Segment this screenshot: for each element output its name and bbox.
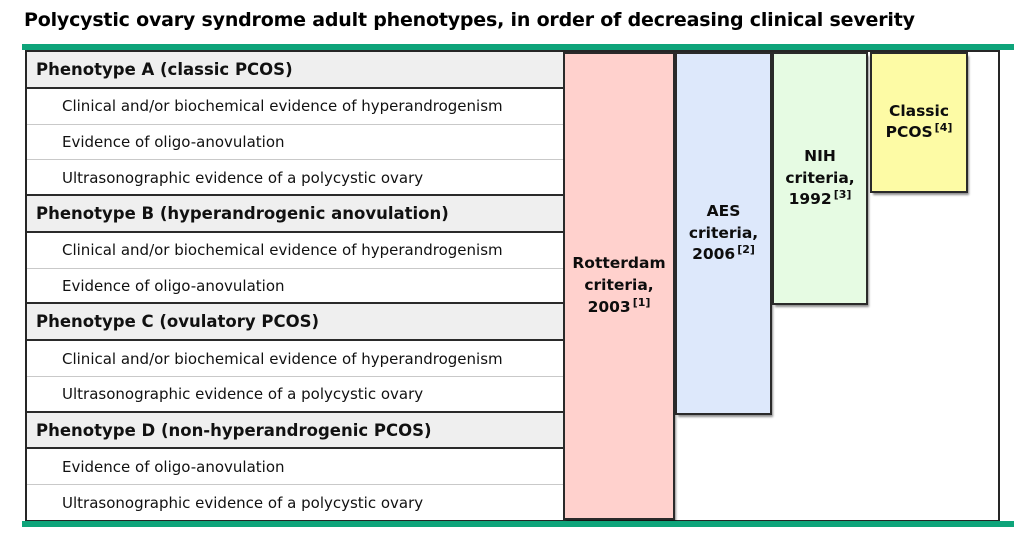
criterion-row: Clinical and/or biochemical evidence of … — [27, 232, 563, 269]
column-label-line: criteria, — [688, 223, 759, 242]
column-label-line: Classic — [888, 101, 950, 120]
column-year: PCOS — [885, 123, 933, 142]
top-divider-bar — [22, 44, 1014, 50]
column-label-line: criteria, — [785, 168, 855, 187]
phenotype-header-row: Phenotype B (hyperandrogenic anovulation… — [27, 194, 563, 233]
criterion-row: Evidence of oligo-anovulation — [27, 124, 563, 161]
criteria-column-rotterdam: Rotterdam criteria, 2003 [1] — [563, 52, 675, 520]
citation-ref: [1] — [632, 295, 651, 309]
phenotype-header-row: Phenotype D (non-hyperandrogenic PCOS) — [27, 410, 563, 450]
page-title: Polycystic ovary syndrome adult phenotyp… — [24, 9, 915, 31]
column-label-year-line: PCOS [4] — [886, 122, 953, 144]
phenotype-table: Phenotype A (classic PCOS) Clinical and/o… — [27, 52, 565, 520]
column-year: 2006 — [692, 245, 736, 264]
bottom-divider-bar — [22, 521, 1014, 527]
phenotype-diagram: Phenotype A (classic PCOS) Clinical and/o… — [25, 50, 1000, 522]
column-label-line: Rotterdam — [572, 254, 666, 273]
column-label-line: criteria, — [584, 276, 654, 295]
phenotype-header-row: Phenotype C (ovulatory PCOS) — [27, 302, 563, 342]
column-label-year-line: 2003 [1] — [588, 297, 651, 319]
criterion-row: Clinical and/or biochemical evidence of … — [27, 341, 563, 377]
citation-ref: [3] — [833, 188, 852, 202]
column-label-year-line: 2006 [2] — [692, 244, 755, 266]
criterion-row: Clinical and/or biochemical evidence of … — [27, 88, 563, 125]
criteria-column-classic: Classic PCOS [4] — [870, 52, 968, 193]
criterion-row: Evidence of oligo-anovulation — [27, 268, 563, 304]
criteria-column-nih: NIH criteria, 1992 [3] — [772, 52, 868, 305]
column-year: 1992 — [788, 190, 832, 209]
column-label-line: NIH — [804, 146, 836, 165]
citation-ref: [4] — [934, 121, 953, 135]
criterion-row: Ultrasonographic evidence of a polycysti… — [27, 376, 563, 412]
criteria-column-aes: AES criteria, 2006 [2] — [675, 52, 772, 415]
citation-ref: [2] — [737, 243, 755, 257]
phenotype-header-row: Phenotype A (classic PCOS) — [27, 52, 563, 89]
criterion-row: Evidence of oligo-anovulation — [27, 449, 563, 486]
column-label-year-line: 1992 [3] — [789, 189, 852, 211]
column-year: 2003 — [587, 297, 631, 316]
criterion-row: Ultrasonographic evidence of a polycysti… — [27, 485, 563, 520]
column-label-line: AES — [706, 201, 741, 220]
criterion-row: Ultrasonographic evidence of a polycysti… — [27, 160, 563, 196]
